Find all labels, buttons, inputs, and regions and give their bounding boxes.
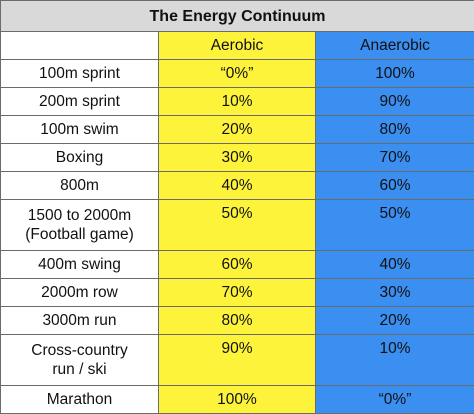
activity-line-2: (Football game) bbox=[5, 225, 154, 244]
anaerobic-cell: 20% bbox=[316, 307, 474, 335]
header-anaerobic: Anaerobic bbox=[316, 32, 474, 60]
aerobic-cell: 30% bbox=[159, 144, 316, 172]
activity-cell: Marathon bbox=[1, 386, 159, 414]
activity-cell: 100m swim bbox=[1, 116, 159, 144]
aerobic-cell: 60% bbox=[159, 251, 316, 279]
activity-cell: Cross-country run / ski bbox=[1, 335, 159, 386]
aerobic-cell: 90% bbox=[159, 335, 316, 386]
activity-cell: Boxing bbox=[1, 144, 159, 172]
anaerobic-cell: 10% bbox=[316, 335, 474, 386]
title-row: The Energy Continuum bbox=[1, 1, 474, 32]
header-row: Aerobic Anaerobic bbox=[1, 32, 474, 60]
anaerobic-cell: 90% bbox=[316, 88, 474, 116]
activity-cell: 400m swing bbox=[1, 251, 159, 279]
table-title: The Energy Continuum bbox=[1, 1, 474, 32]
anaerobic-cell: 80% bbox=[316, 116, 474, 144]
table-row: 800m 40% 60% bbox=[1, 172, 474, 200]
anaerobic-cell: 40% bbox=[316, 251, 474, 279]
table-row: 3000m run 80% 20% bbox=[1, 307, 474, 335]
anaerobic-cell: 60% bbox=[316, 172, 474, 200]
activity-cell: 800m bbox=[1, 172, 159, 200]
table-row: Cross-country run / ski 90% 10% bbox=[1, 335, 474, 386]
activity-cell: 3000m run bbox=[1, 307, 159, 335]
anaerobic-cell: 50% bbox=[316, 200, 474, 251]
table-row: 100m swim 20% 80% bbox=[1, 116, 474, 144]
aerobic-cell: 100% bbox=[159, 386, 316, 414]
activity-line-1: 1500 to 2000m bbox=[5, 206, 154, 225]
anaerobic-cell: 100% bbox=[316, 60, 474, 88]
activity-cell: 100m sprint bbox=[1, 60, 159, 88]
aerobic-cell: 50% bbox=[159, 200, 316, 251]
aerobic-cell: 20% bbox=[159, 116, 316, 144]
activity-cell: 1500 to 2000m (Football game) bbox=[1, 200, 159, 251]
table-row: 2000m row 70% 30% bbox=[1, 279, 474, 307]
table-row: 400m swing 60% 40% bbox=[1, 251, 474, 279]
activity-line-2: run / ski bbox=[5, 360, 154, 379]
header-blank bbox=[1, 32, 159, 60]
anaerobic-cell: 30% bbox=[316, 279, 474, 307]
table-row: 200m sprint 10% 90% bbox=[1, 88, 474, 116]
table-row: 100m sprint “0%” 100% bbox=[1, 60, 474, 88]
aerobic-cell: 80% bbox=[159, 307, 316, 335]
activity-line-1: Cross-country bbox=[5, 341, 154, 360]
table-row: Marathon 100% “0%” bbox=[1, 386, 474, 414]
anaerobic-cell: 70% bbox=[316, 144, 474, 172]
table-row: Boxing 30% 70% bbox=[1, 144, 474, 172]
aerobic-cell: 10% bbox=[159, 88, 316, 116]
activity-cell: 200m sprint bbox=[1, 88, 159, 116]
aerobic-cell: “0%” bbox=[159, 60, 316, 88]
activity-cell: 2000m row bbox=[1, 279, 159, 307]
header-aerobic: Aerobic bbox=[159, 32, 316, 60]
aerobic-cell: 70% bbox=[159, 279, 316, 307]
aerobic-cell: 40% bbox=[159, 172, 316, 200]
anaerobic-cell: “0%” bbox=[316, 386, 474, 414]
table-row: 1500 to 2000m (Football game) 50% 50% bbox=[1, 200, 474, 251]
